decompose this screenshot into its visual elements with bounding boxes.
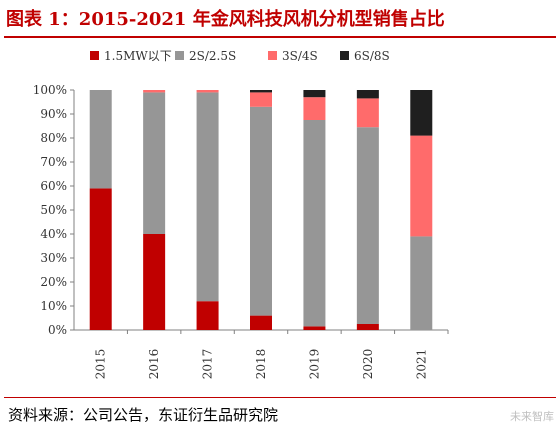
- y-tick-label: 90%: [40, 107, 67, 121]
- x-tick-label: 2016: [147, 349, 161, 380]
- bar-segment: [196, 90, 219, 93]
- x-tick-label: 2015: [94, 349, 108, 380]
- x-tick-label: 2020: [361, 349, 375, 380]
- plot-area: 0% 10% 20% 30% 40% 50% 60% 70% 80% 90% 100% 2015 201…: [33, 83, 449, 380]
- bar-segment: [303, 90, 326, 98]
- bar-segment: [303, 326, 326, 330]
- bar-segment: [196, 301, 219, 330]
- y-tick-label: 80%: [40, 131, 67, 145]
- y-tick-label: 60%: [40, 179, 67, 193]
- y-tick-label: 20%: [40, 275, 67, 289]
- x-tick-label: 2021: [414, 349, 428, 380]
- bar-segment: [196, 92, 219, 302]
- bar-segment: [410, 90, 433, 136]
- bar-segment: [250, 92, 272, 107]
- bar-segment: [89, 90, 112, 189]
- bar-segment: [356, 324, 379, 330]
- x-tick-label: 2018: [254, 349, 268, 380]
- bar-segment: [356, 98, 379, 128]
- x-tick-label: 2017: [201, 349, 215, 380]
- source-note: 资料来源：公司公告，东证衍生品研究院: [8, 406, 279, 424]
- y-tick-label: 70%: [40, 155, 67, 169]
- bar-segment: [143, 90, 166, 93]
- bar-segment: [303, 97, 326, 120]
- figure-title: 图表 1：2015-2021 年金风科技风机分机型销售占比: [6, 9, 445, 30]
- legend-swatch: [90, 51, 99, 60]
- bar-segment: [143, 234, 166, 330]
- y-tick-label: 100%: [33, 83, 67, 97]
- legend-swatch: [175, 51, 184, 60]
- stacked-bar-chart: 1.5MW以下 2S/2.5S 3S/4S 6S/8S 0% 10% 20% 30% 40% 5…: [33, 49, 449, 380]
- bar-segment: [410, 135, 433, 237]
- chart-legend: 1.5MW以下 2S/2.5S 3S/4S 6S/8S: [90, 49, 390, 63]
- bar-segment: [250, 90, 272, 93]
- bar-segment: [356, 90, 379, 99]
- legend-swatch: [340, 51, 349, 60]
- bar-segment: [356, 127, 379, 324]
- y-tick-label: 40%: [40, 227, 67, 241]
- title-rule: [4, 36, 556, 38]
- bar-segment: [250, 315, 272, 330]
- bar-segment: [250, 106, 272, 316]
- bar-segment: [410, 236, 433, 330]
- legend-label: 1.5MW以下: [104, 49, 172, 63]
- bar-segment: [143, 92, 166, 235]
- source-rule: [4, 397, 556, 398]
- y-tick-label: 30%: [40, 251, 67, 265]
- bar-segment: [303, 120, 326, 327]
- y-tick-label: 10%: [40, 299, 67, 313]
- legend-label: 6S/8S: [354, 49, 390, 63]
- y-tick-label: 50%: [40, 203, 67, 217]
- x-tick-label: 2019: [307, 349, 321, 380]
- legend-label: 2S/2.5S: [189, 49, 236, 63]
- y-tick-label: 0%: [48, 323, 67, 337]
- legend-label: 3S/4S: [282, 49, 318, 63]
- bar-segment: [89, 188, 112, 330]
- watermark: 未来智库: [510, 410, 554, 423]
- legend-swatch: [268, 51, 277, 60]
